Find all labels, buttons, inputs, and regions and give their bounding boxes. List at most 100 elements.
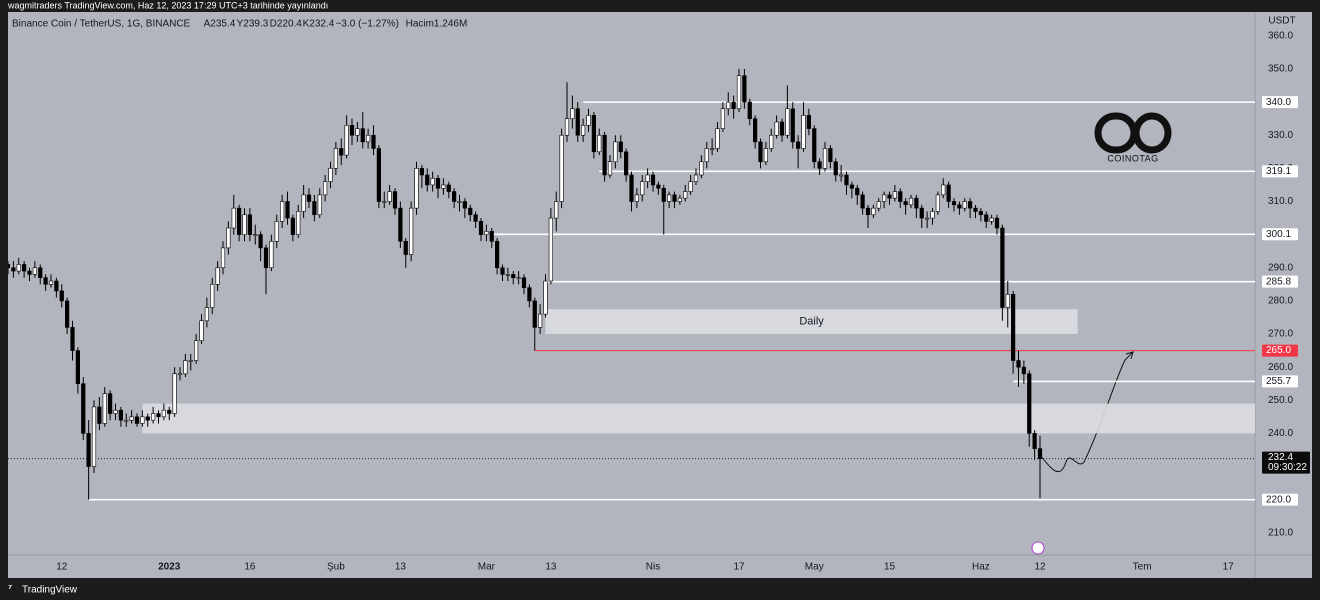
candle-up bbox=[102, 393, 107, 424]
candle-up bbox=[935, 194, 940, 212]
candle-up bbox=[677, 197, 682, 202]
ohlc-label: A235.4 bbox=[204, 19, 236, 30]
candle-down bbox=[1016, 360, 1021, 368]
candle-up bbox=[720, 108, 725, 129]
x-tick-label: Şub bbox=[327, 562, 345, 573]
candle-up bbox=[564, 118, 570, 136]
candle-down bbox=[65, 300, 70, 328]
candle-down bbox=[521, 277, 527, 288]
candle-down bbox=[973, 207, 978, 212]
candle-up bbox=[172, 373, 177, 414]
level-label: 300.1 bbox=[1266, 229, 1291, 240]
candle-down bbox=[624, 151, 629, 176]
candle-up bbox=[199, 320, 204, 341]
candle-down bbox=[489, 231, 494, 242]
candle-up bbox=[538, 313, 543, 328]
candle-down bbox=[145, 416, 150, 421]
candle-up bbox=[597, 134, 602, 153]
candle-down bbox=[258, 234, 263, 249]
candle-down bbox=[452, 191, 457, 202]
candle-down bbox=[978, 211, 983, 216]
y-tick-label: 240.0 bbox=[1268, 428, 1293, 439]
candle-down bbox=[70, 327, 75, 351]
candle-up bbox=[505, 274, 510, 276]
ohlc-label: K232.4 bbox=[303, 19, 335, 30]
candle-down bbox=[495, 240, 500, 269]
event-icon[interactable] bbox=[1031, 541, 1045, 555]
candle-down bbox=[806, 115, 811, 129]
candle-up bbox=[785, 108, 790, 136]
x-tick-label: 16 bbox=[244, 562, 256, 573]
candle-down bbox=[575, 108, 580, 136]
x-tick-label: 17 bbox=[733, 562, 745, 573]
candle-up bbox=[726, 101, 731, 110]
candle-up bbox=[683, 191, 688, 199]
candle-down bbox=[237, 207, 242, 235]
candle-down bbox=[812, 128, 817, 163]
candle-up bbox=[839, 174, 844, 177]
candle-up bbox=[930, 211, 935, 219]
candle-down bbox=[1021, 366, 1026, 375]
candle-up bbox=[296, 211, 301, 235]
candle-down bbox=[167, 409, 172, 414]
pane bbox=[8, 12, 1312, 578]
candle-up bbox=[613, 141, 618, 163]
candle-down bbox=[425, 174, 430, 186]
candle-down bbox=[656, 184, 661, 189]
candle-up bbox=[280, 201, 285, 222]
candle-down bbox=[398, 207, 403, 242]
candle-down bbox=[968, 201, 973, 209]
candle-down bbox=[38, 267, 43, 279]
candle-down bbox=[247, 214, 252, 235]
candle-down bbox=[860, 194, 865, 209]
brand: TradingView bbox=[22, 585, 78, 596]
level-tag bbox=[1262, 228, 1298, 241]
publisher: wagmitraders TradingView.com, Haz 12, 20… bbox=[7, 0, 328, 10]
candle-up bbox=[113, 409, 118, 414]
candle-down bbox=[957, 204, 962, 209]
y-tick-label: 360.0 bbox=[1268, 30, 1293, 41]
candle-up bbox=[667, 194, 672, 202]
candle-up bbox=[892, 191, 897, 199]
candle-up bbox=[161, 409, 166, 418]
level-tag bbox=[1262, 275, 1298, 288]
candle-up bbox=[882, 194, 887, 202]
candle-down bbox=[1011, 293, 1016, 361]
x-tick-label: 17 bbox=[1223, 562, 1235, 573]
projection bbox=[1039, 351, 1134, 473]
candle-down bbox=[661, 187, 666, 202]
y-tick-label: 330.0 bbox=[1268, 130, 1293, 141]
candle-up bbox=[231, 207, 236, 229]
x-tick-label: May bbox=[805, 562, 824, 573]
level-tag bbox=[1262, 165, 1298, 178]
candle-up bbox=[989, 217, 994, 222]
candle-up bbox=[554, 201, 559, 219]
y-tick-label: 270.0 bbox=[1268, 329, 1293, 340]
currency: USDT bbox=[1268, 16, 1295, 27]
level-tag bbox=[1262, 96, 1298, 109]
candle-up bbox=[210, 284, 215, 308]
candle-up bbox=[441, 184, 446, 189]
candle-up bbox=[876, 201, 881, 209]
candle-down bbox=[527, 287, 532, 302]
candle-down bbox=[349, 125, 355, 136]
candle-up bbox=[704, 148, 709, 163]
y-tick-label: 260.0 bbox=[1268, 362, 1293, 373]
candle-up bbox=[323, 181, 328, 196]
candle-down bbox=[828, 148, 833, 163]
candle-up bbox=[715, 128, 720, 149]
candle-down bbox=[22, 264, 27, 272]
candle-up bbox=[414, 168, 419, 209]
candle-up bbox=[204, 307, 209, 322]
candle-down bbox=[758, 141, 763, 163]
candle-up bbox=[769, 134, 774, 149]
candle-up bbox=[366, 134, 371, 143]
level-label: 319.1 bbox=[1266, 166, 1291, 177]
candle-down bbox=[118, 409, 123, 421]
candle-up bbox=[140, 416, 145, 424]
candle-down bbox=[951, 201, 957, 206]
candle-down bbox=[629, 174, 634, 202]
candle-down bbox=[833, 161, 838, 176]
candle-down bbox=[339, 148, 344, 156]
